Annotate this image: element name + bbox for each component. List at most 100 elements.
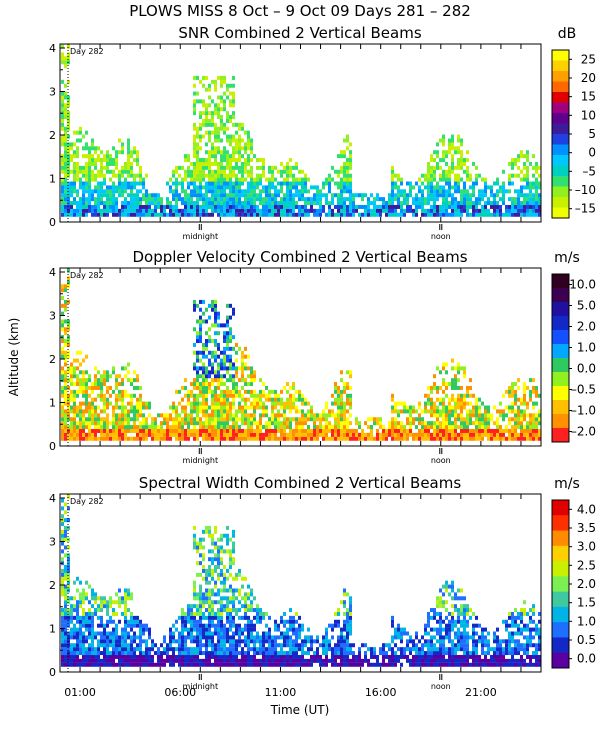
heatmap-cell xyxy=(451,193,454,198)
heatmap-cell xyxy=(526,212,529,217)
heatmap-cell xyxy=(115,428,118,433)
heatmap-cell xyxy=(529,432,532,437)
heatmap-cell xyxy=(427,181,430,186)
heatmap-cell xyxy=(280,432,283,437)
heatmap-cell xyxy=(220,378,223,383)
heatmap-cell xyxy=(301,397,304,402)
heatmap-cell xyxy=(109,193,112,198)
heatmap-cell xyxy=(61,327,64,332)
heatmap-cell xyxy=(121,662,124,667)
heatmap-cell xyxy=(175,647,178,652)
heatmap-cell xyxy=(199,339,202,344)
heatmap-cell xyxy=(133,409,136,414)
heatmap-cell xyxy=(112,169,115,174)
heatmap-cell xyxy=(223,79,226,84)
heatmap-cell xyxy=(424,197,427,202)
heatmap-cell xyxy=(451,421,454,426)
heatmap-cell xyxy=(148,425,151,430)
heatmap-cell xyxy=(211,378,214,383)
heatmap-cell xyxy=(349,428,352,433)
heatmap-cell xyxy=(265,428,268,433)
heatmap-cell xyxy=(193,584,196,589)
heatmap-cell xyxy=(109,158,112,163)
heatmap-cell xyxy=(487,405,490,410)
heatmap-cell xyxy=(187,421,190,426)
heatmap-cell xyxy=(214,651,217,656)
heatmap-cell xyxy=(205,374,208,379)
heatmap-cell xyxy=(238,389,241,394)
heatmap-cell xyxy=(85,385,88,390)
heatmap-cell xyxy=(490,201,493,206)
heatmap-cell xyxy=(208,557,211,562)
heatmap-cell xyxy=(199,193,202,198)
heatmap-cell xyxy=(286,185,289,190)
heatmap-cell xyxy=(100,643,103,648)
heatmap-cell xyxy=(133,173,136,178)
heatmap-cell xyxy=(484,409,487,414)
heatmap-cell xyxy=(196,545,199,550)
heatmap-cell xyxy=(328,173,331,178)
heatmap-cell xyxy=(118,185,121,190)
heatmap-cell xyxy=(121,658,124,663)
heatmap-cell xyxy=(265,397,268,402)
heatmap-cell xyxy=(88,185,91,190)
heatmap-cell xyxy=(184,385,187,390)
heatmap-cell xyxy=(535,413,538,418)
heatmap-cell xyxy=(82,588,85,593)
heatmap-cell xyxy=(367,417,370,422)
heatmap-cell xyxy=(196,212,199,217)
heatmap-cell xyxy=(253,181,256,186)
heatmap-cell xyxy=(217,134,220,139)
heatmap-cell xyxy=(481,421,484,426)
heatmap-cell xyxy=(67,56,70,61)
heatmap-cell xyxy=(73,150,76,155)
heatmap-cell xyxy=(358,204,361,209)
heatmap-cell xyxy=(100,389,103,394)
heatmap-cell xyxy=(217,75,220,80)
heatmap-cell xyxy=(91,421,94,426)
heatmap-cell xyxy=(181,662,184,667)
heatmap-cell xyxy=(229,588,232,593)
heatmap-cell xyxy=(70,608,73,613)
heatmap-cell xyxy=(442,177,445,182)
heatmap-cell xyxy=(409,413,412,418)
heatmap-cell xyxy=(355,421,358,426)
heatmap-cell xyxy=(391,425,394,430)
heatmap-cell xyxy=(133,150,136,155)
heatmap-cell xyxy=(520,204,523,209)
heatmap-cell xyxy=(502,189,505,194)
heatmap-cell xyxy=(187,608,190,613)
heatmap-cell xyxy=(196,126,199,131)
heatmap-cell xyxy=(256,212,259,217)
heatmap-cell xyxy=(127,201,130,206)
heatmap-cell xyxy=(199,185,202,190)
heatmap-cell xyxy=(382,425,385,430)
heatmap-cell xyxy=(79,651,82,656)
heatmap-cell xyxy=(76,358,79,363)
heatmap-cell xyxy=(514,425,517,430)
heatmap-cell xyxy=(223,197,226,202)
heatmap-cell xyxy=(106,389,109,394)
heatmap-cell xyxy=(217,138,220,143)
heatmap-cell xyxy=(232,421,235,426)
heatmap-cell xyxy=(289,208,292,213)
heatmap-cell xyxy=(514,436,517,441)
heatmap-cell xyxy=(220,654,223,659)
heatmap-cell xyxy=(451,397,454,402)
heatmap-cell xyxy=(346,393,349,398)
heatmap-cell xyxy=(241,413,244,418)
heatmap-cell xyxy=(226,354,229,359)
heatmap-cell xyxy=(412,405,415,410)
heatmap-cell xyxy=(190,389,193,394)
heatmap-cell xyxy=(61,288,64,293)
heatmap-cell xyxy=(442,413,445,418)
heatmap-cell xyxy=(472,409,475,414)
heatmap-cell xyxy=(229,158,232,163)
heatmap-cell xyxy=(334,417,337,422)
heatmap-cell xyxy=(94,428,97,433)
heatmap-cell xyxy=(106,604,109,609)
heatmap-cell xyxy=(340,212,343,217)
heatmap-cell xyxy=(112,197,115,202)
heatmap-cell xyxy=(241,350,244,355)
